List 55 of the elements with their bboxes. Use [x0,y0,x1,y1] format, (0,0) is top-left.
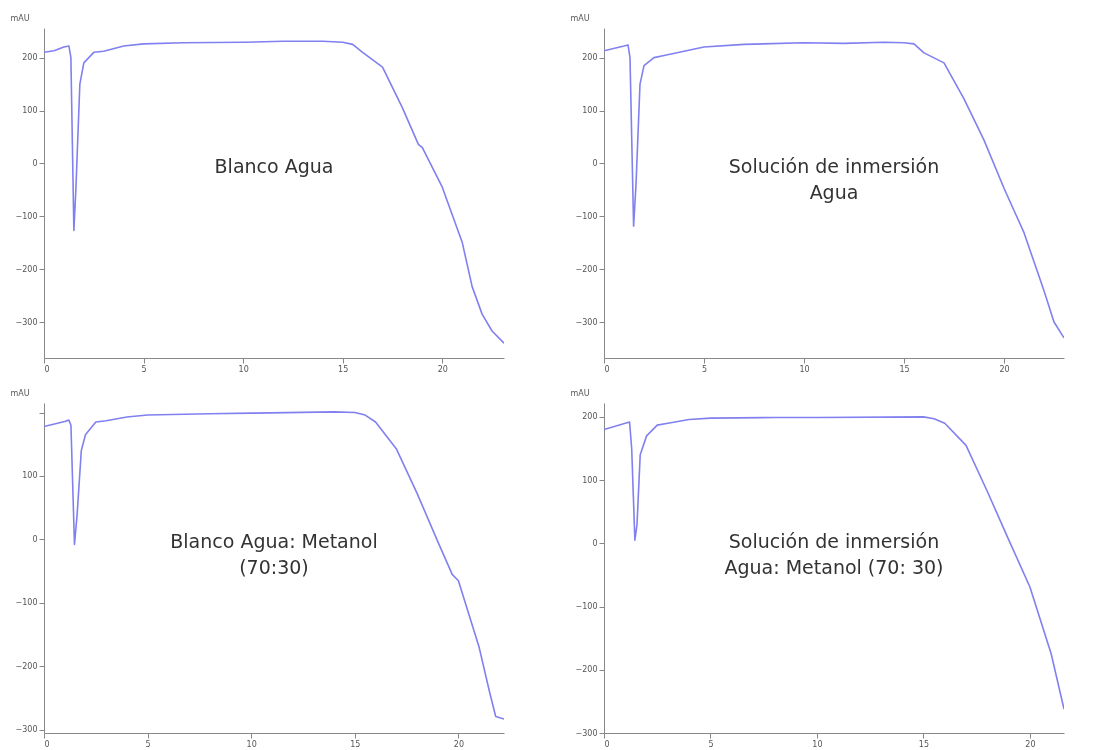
x-tick-label: 5 [145,739,151,749]
y-tick-label: −100 [15,211,38,221]
x-tick-label: 5 [701,364,708,374]
y-tick-label: 100 [22,106,38,115]
x-tick-label: 0 [604,364,610,374]
x-tick-label: 20 [999,364,1010,374]
y-tick-label: 200 [582,53,598,63]
x-tick-label: 10 [812,739,823,749]
y-tick-label: −300 [575,317,598,327]
y-tick-label: 100 [582,475,598,485]
x-tick-label: 5 [141,364,147,374]
y-tick-label: −200 [15,661,38,671]
y-tick-label: 0 [592,158,598,168]
y-tick-label: 0 [32,534,38,544]
y-axis-title: mAU [10,388,30,398]
y-tick-label: 0 [32,158,38,168]
x-tick-label: 0 [44,364,50,374]
y-tick-label: −300 [15,725,38,735]
y-tick-label: −200 [575,665,598,675]
y-tick-label: 100 [22,471,38,481]
y-tick-label: 200 [582,412,598,422]
y-tick-label: 0 [592,538,598,548]
x-tick-label: 15 [350,739,361,749]
line-series [604,416,1064,710]
x-tick-label: 15 [899,364,910,374]
x-tick-label: 10 [246,739,257,749]
y-tick-label: −100 [575,211,598,221]
x-tick-label: 0 [44,739,50,749]
y-tick-label: −200 [15,264,38,274]
x-tick-label: 15 [918,739,930,749]
y-axis-title: mAU [570,13,590,23]
y-tick-label: −100 [575,602,598,612]
x-tick-label: 20 [1025,739,1036,749]
y-tick-label: −100 [15,598,38,608]
y-tick-label: 200 [22,53,38,63]
y-tick-label: −300 [575,728,598,738]
y-tick-label: −300 [15,317,38,327]
y-tick-label: −200 [575,264,598,274]
line-series [44,411,504,720]
x-tick-label: 20 [453,739,465,749]
line-series [604,41,1064,339]
annotation: Solución de inmersión Agua: Metanol (70: 30) [724,529,944,578]
x-tick-label: 0 [604,739,610,749]
y-tick-label: 100 [582,106,598,115]
annotation: Blanco Agua: Metanol (70:30) [170,529,378,578]
y-axis-title: mAU [10,13,30,23]
line-series [44,40,504,344]
x-tick-label: 10 [238,364,249,374]
x-tick-label: 20 [437,364,448,374]
x-tick-label: 15 [338,364,349,374]
annotation: Solución de inmersión Agua [728,154,940,203]
annotation: Blanco Agua [214,154,334,177]
x-tick-label: 10 [799,364,810,374]
y-axis-title: mAU [570,388,590,398]
x-tick-label: 5 [708,739,714,749]
